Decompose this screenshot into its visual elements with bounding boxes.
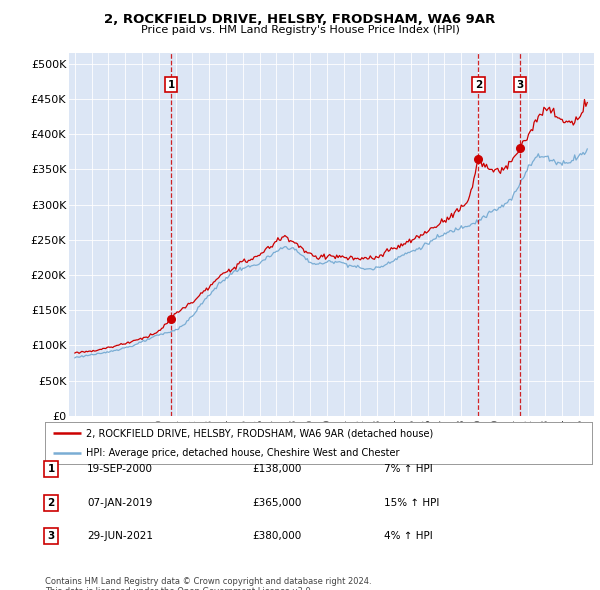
Text: 7% ↑ HPI: 7% ↑ HPI [384,464,433,474]
Text: 07-JAN-2019: 07-JAN-2019 [87,498,152,507]
Text: 19-SEP-2000: 19-SEP-2000 [87,464,153,474]
Text: 3: 3 [47,532,55,541]
Text: Contains HM Land Registry data © Crown copyright and database right 2024.
This d: Contains HM Land Registry data © Crown c… [45,577,371,590]
Text: 15% ↑ HPI: 15% ↑ HPI [384,498,439,507]
Text: 1: 1 [167,80,175,90]
Text: Price paid vs. HM Land Registry's House Price Index (HPI): Price paid vs. HM Land Registry's House … [140,25,460,35]
Text: 2: 2 [475,80,482,90]
Text: £365,000: £365,000 [252,498,301,507]
Text: HPI: Average price, detached house, Cheshire West and Chester: HPI: Average price, detached house, Ches… [86,448,400,458]
Text: £380,000: £380,000 [252,532,301,541]
Text: 1: 1 [47,464,55,474]
Text: 4% ↑ HPI: 4% ↑ HPI [384,532,433,541]
Text: 29-JUN-2021: 29-JUN-2021 [87,532,153,541]
Text: £138,000: £138,000 [252,464,301,474]
Text: 2, ROCKFIELD DRIVE, HELSBY, FRODSHAM, WA6 9AR: 2, ROCKFIELD DRIVE, HELSBY, FRODSHAM, WA… [104,13,496,26]
Text: 3: 3 [516,80,524,90]
Text: 2, ROCKFIELD DRIVE, HELSBY, FRODSHAM, WA6 9AR (detached house): 2, ROCKFIELD DRIVE, HELSBY, FRODSHAM, WA… [86,428,433,438]
Text: 2: 2 [47,498,55,507]
